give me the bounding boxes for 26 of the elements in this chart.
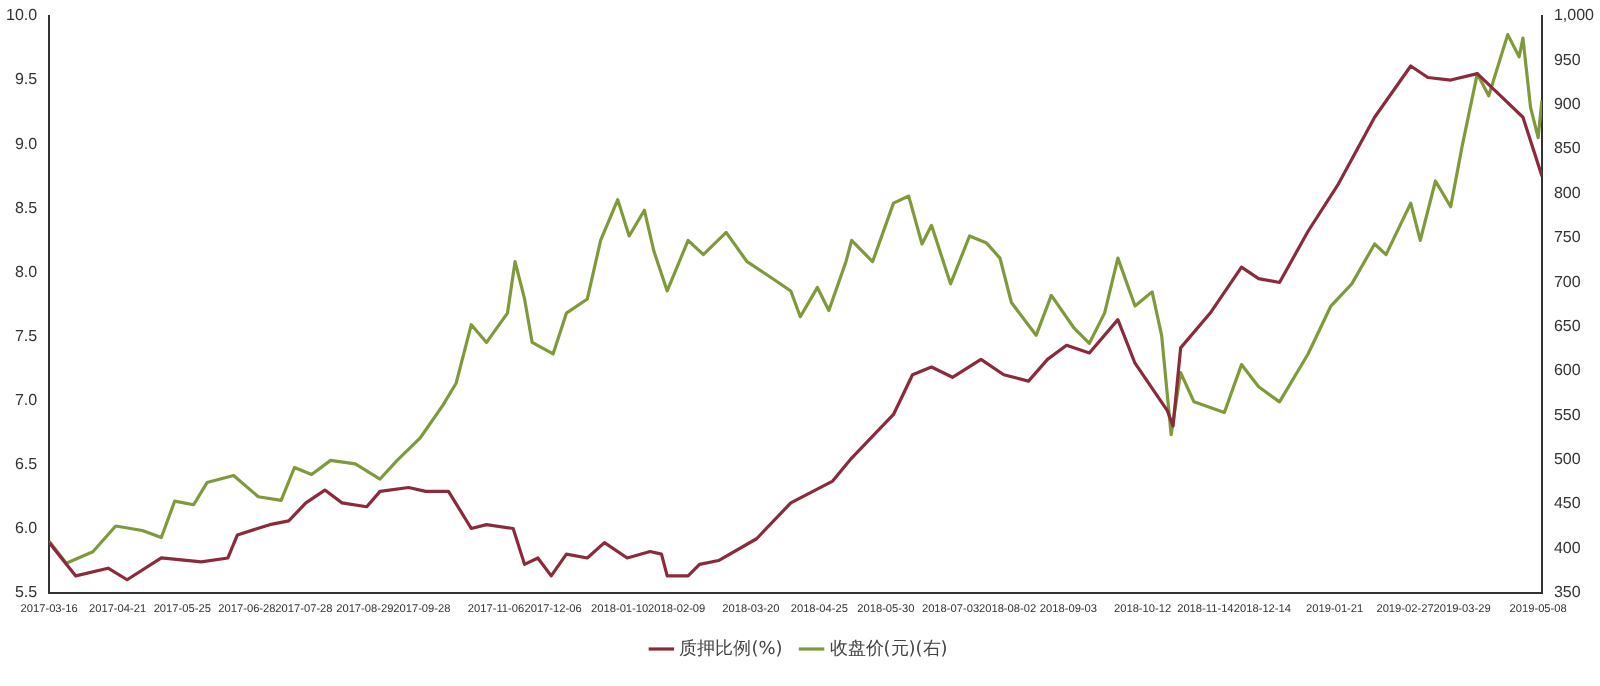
y2-tick-label: 500 [1553, 449, 1582, 468]
legend-label: 收盘价(元)(右) [829, 637, 948, 660]
y2-tick-label: 850 [1553, 139, 1582, 158]
y-tick-label: 6.0 [14, 518, 39, 537]
y2-tick-label: 800 [1553, 183, 1582, 202]
y-tick-label: 8.5 [14, 198, 39, 217]
y2-tick-label: 400 [1553, 538, 1582, 557]
y2-tick-label: 600 [1553, 361, 1582, 380]
y2-tick-label: 700 [1553, 272, 1582, 291]
y2-tick-label: 1,000 [1553, 6, 1596, 25]
y-tick-label: 7.5 [14, 326, 39, 345]
y2-tick-label: 950 [1553, 50, 1582, 69]
y2-tick-label: 750 [1553, 228, 1582, 247]
y2-tick-label: 450 [1553, 494, 1582, 513]
y-tick-label: 9.5 [14, 70, 39, 89]
y2-tick-label: 900 [1553, 95, 1582, 114]
y-tick-label: 10.0 [5, 6, 39, 25]
y2-tick-label: 550 [1553, 405, 1582, 424]
y2-tick-label: 650 [1553, 316, 1582, 335]
y-tick-label: 7.0 [14, 390, 39, 409]
y-tick-label: 9.0 [14, 134, 39, 153]
y-tick-label: 6.5 [14, 454, 39, 473]
legend-label: 质押比例(%) [679, 637, 783, 660]
y-tick-label: 8.0 [14, 262, 39, 281]
y-tick-label: 5.5 [14, 582, 39, 601]
y2-tick-label: 350 [1553, 582, 1582, 601]
